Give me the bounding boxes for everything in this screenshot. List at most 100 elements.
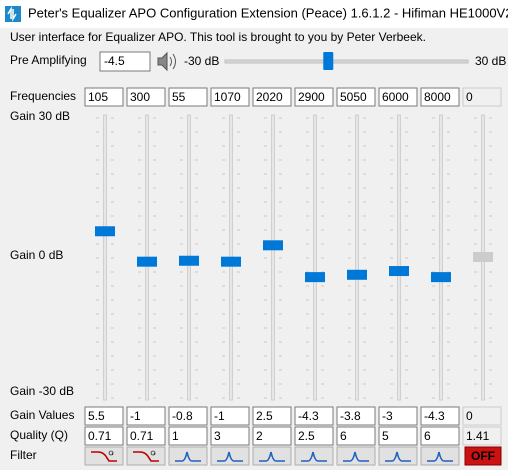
quality-value[interactable]: 6 xyxy=(340,429,347,443)
peak-icon xyxy=(175,451,201,462)
frequency-input[interactable] xyxy=(126,87,166,107)
gain-slider-track[interactable] xyxy=(355,114,359,401)
speaker-icon[interactable] xyxy=(157,51,176,72)
gain-input xyxy=(462,406,502,426)
gain-value: 0 xyxy=(466,409,473,423)
gain-slider-thumb[interactable] xyxy=(431,272,451,283)
frequency-value[interactable]: 1070 xyxy=(214,90,241,104)
frequency-input[interactable] xyxy=(420,87,460,107)
filter-button[interactable] xyxy=(84,446,124,466)
frequency-value[interactable]: 300 xyxy=(130,90,150,104)
gain-value[interactable]: -1 xyxy=(214,409,225,423)
app-icon xyxy=(5,6,21,22)
pre-amp-thumb[interactable] xyxy=(323,52,334,70)
frequency-value[interactable]: 2900 xyxy=(298,90,325,104)
filter-label: Filter xyxy=(10,448,37,462)
gain-slider-thumb[interactable] xyxy=(179,255,199,266)
peak-icon xyxy=(343,451,369,462)
frequency-value[interactable]: 8000 xyxy=(424,90,451,104)
quality-value[interactable]: 1 xyxy=(172,429,179,443)
quality-input[interactable] xyxy=(336,426,376,446)
low-shelf-icon xyxy=(133,451,159,462)
gain-value[interactable]: -4.3 xyxy=(424,409,445,423)
frequencies-label: Frequencies xyxy=(10,89,76,103)
quality-value[interactable]: 2.5 xyxy=(298,429,315,443)
gain-slider-track[interactable] xyxy=(103,114,107,401)
frequency-value: 0 xyxy=(466,90,473,104)
quality-value[interactable]: 0.71 xyxy=(130,429,154,443)
gain-input[interactable] xyxy=(126,406,166,426)
pre-amp-track[interactable] xyxy=(224,59,469,64)
peak-icon xyxy=(259,451,285,462)
quality-value[interactable]: 5 xyxy=(382,429,389,443)
gain-slider-track[interactable] xyxy=(397,114,401,401)
gain-value[interactable]: -3.8 xyxy=(340,409,361,423)
gain-value[interactable]: 5.5 xyxy=(88,409,105,423)
quality-input[interactable] xyxy=(168,426,208,446)
gain-slider-thumb[interactable] xyxy=(137,256,157,267)
frequency-value[interactable]: 2020 xyxy=(256,90,283,104)
gain-slider-track[interactable] xyxy=(313,114,317,401)
filter-off-button[interactable] xyxy=(464,446,502,466)
quality-input[interactable] xyxy=(420,426,460,446)
frequency-input[interactable] xyxy=(294,87,334,107)
gain-value[interactable]: 2.5 xyxy=(256,409,273,423)
quality-input[interactable] xyxy=(126,426,166,446)
gain-input[interactable] xyxy=(252,406,292,426)
frequency-input[interactable] xyxy=(252,87,292,107)
gain-value[interactable]: -4.3 xyxy=(298,409,319,423)
gain-input[interactable] xyxy=(378,406,418,426)
gain-value[interactable]: -0.8 xyxy=(172,409,193,423)
filter-button[interactable] xyxy=(126,446,166,466)
frequency-value[interactable]: 105 xyxy=(88,90,108,104)
gain-value[interactable]: -1 xyxy=(130,409,141,423)
frequency-input[interactable] xyxy=(84,87,124,107)
gain-value[interactable]: -3 xyxy=(382,409,393,423)
gain-input[interactable] xyxy=(168,406,208,426)
gain-input[interactable] xyxy=(336,406,376,426)
gain-slider-thumb[interactable] xyxy=(221,256,241,267)
peak-icon xyxy=(427,451,453,462)
gain-slider-thumb[interactable] xyxy=(95,226,115,237)
gain-slider-thumb[interactable] xyxy=(263,240,283,251)
quality-value[interactable]: 6 xyxy=(424,429,431,443)
frequency-input[interactable] xyxy=(210,87,250,107)
peak-icon xyxy=(385,451,411,462)
pre-amp-value[interactable]: -4.5 xyxy=(104,54,125,68)
quality-value[interactable]: 0.71 xyxy=(88,429,112,443)
window-title: Peter's Equalizer APO Configuration Exte… xyxy=(28,5,508,20)
gain-input[interactable] xyxy=(210,406,250,426)
gain-input[interactable] xyxy=(294,406,334,426)
pre-amp-input[interactable] xyxy=(99,51,151,72)
low-shelf-icon xyxy=(91,451,117,462)
gain-slider-thumb[interactable] xyxy=(305,272,325,283)
quality-value[interactable]: 2 xyxy=(256,429,263,443)
frequency-value[interactable]: 6000 xyxy=(382,90,409,104)
frequency-input xyxy=(462,87,502,107)
gain-input[interactable] xyxy=(420,406,460,426)
quality-value[interactable]: 3 xyxy=(214,429,221,443)
gain-middle-label: Gain 0 dB xyxy=(10,248,63,262)
gain-slider-track[interactable] xyxy=(439,114,443,401)
quality-input[interactable] xyxy=(252,426,292,446)
gain-slider-thumb[interactable] xyxy=(347,269,367,280)
gain-top-label: Gain 30 dB xyxy=(10,109,70,123)
quality-input[interactable] xyxy=(378,426,418,446)
frequency-value[interactable]: 5050 xyxy=(340,90,367,104)
quality-input[interactable] xyxy=(294,426,334,446)
gain-bottom-label: Gain -30 dB xyxy=(10,384,74,398)
filter-off-text[interactable]: OFF xyxy=(471,449,495,463)
gain-input[interactable] xyxy=(84,406,124,426)
peak-icon xyxy=(217,451,243,462)
gain-slider-thumb[interactable] xyxy=(389,266,409,277)
quality-input[interactable] xyxy=(210,426,250,446)
gain-slider-track[interactable] xyxy=(271,114,275,401)
frequency-input[interactable] xyxy=(336,87,376,107)
gain-values-label: Gain Values xyxy=(10,408,74,422)
frequency-input[interactable] xyxy=(378,87,418,107)
title-bar xyxy=(0,0,508,28)
frequency-input[interactable] xyxy=(168,87,208,107)
quality-input[interactable] xyxy=(84,426,124,446)
frequency-value[interactable]: 55 xyxy=(172,90,186,104)
